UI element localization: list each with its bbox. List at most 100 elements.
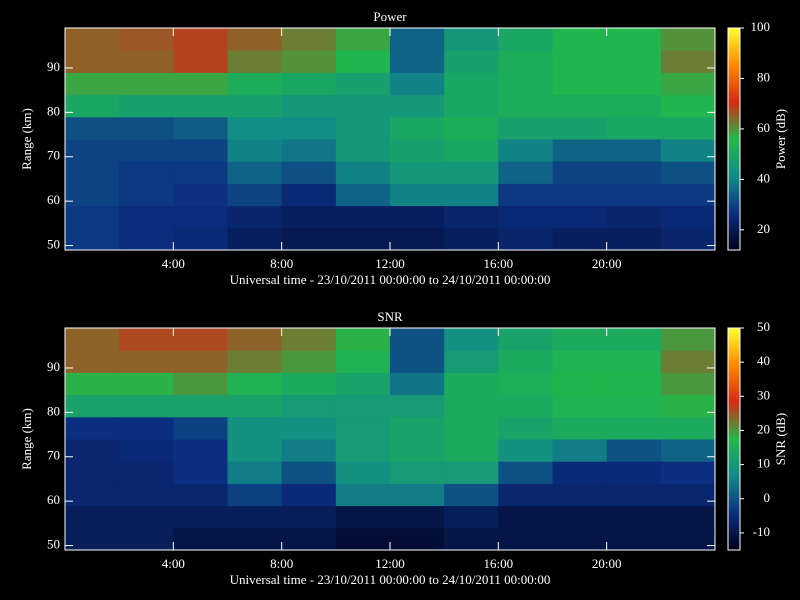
heatmap-cell [335, 139, 391, 162]
heatmap-cell [173, 328, 228, 351]
heatmap-cell [498, 116, 553, 140]
colorbar [727, 27, 741, 251]
heatmap-cell [173, 227, 228, 251]
heatmap-cell [552, 94, 608, 118]
heatmap-cell [173, 183, 228, 207]
heatmap-cell [606, 28, 662, 51]
heatmap-cell [281, 483, 337, 507]
heatmap-cell [335, 439, 391, 462]
heatmap-cell [498, 205, 553, 229]
x-tick-label: 12:00 [375, 556, 405, 571]
heatmap-cell [390, 227, 445, 251]
heatmap-cell [335, 161, 391, 184]
heatmap-cell [444, 350, 499, 373]
heatmap-cell [335, 505, 391, 529]
heatmap-cell [65, 139, 120, 162]
heatmap-cell [606, 439, 662, 462]
y-tick-label: 80 [47, 403, 60, 418]
heatmap-cell [173, 527, 228, 551]
heatmap-cell [606, 527, 662, 551]
heatmap-cell [606, 72, 662, 96]
heatmap-cell [119, 372, 174, 396]
colorbar-label: Power (dB) [773, 109, 788, 169]
heatmap-cell [606, 50, 662, 73]
heatmap-cell [335, 183, 391, 207]
y-tick-label: 60 [47, 192, 60, 207]
heatmap-cell [65, 483, 120, 507]
heatmap-cell [552, 50, 608, 73]
heatmap-cell [552, 394, 608, 418]
y-tick-label: 70 [47, 448, 60, 463]
heatmap-cell [606, 372, 662, 396]
heatmap-cell [65, 205, 120, 229]
heatmap-cell [119, 183, 174, 207]
heatmap-cell [498, 439, 553, 462]
heatmap-cell [335, 483, 391, 507]
heatmap-cell [227, 72, 283, 96]
heatmap-cell [227, 394, 283, 418]
heatmap-cell [660, 394, 716, 418]
heatmap-cell [173, 439, 228, 462]
heatmap-cell [552, 372, 608, 396]
heatmap-cell [173, 350, 228, 373]
heatmap-cell [552, 527, 608, 551]
heatmap-panel: 50 60 70 80 90 4:00 8:00 12:00 16:00 20:00 Power Un… [19, 9, 788, 287]
y-tick-label: 90 [47, 359, 60, 374]
heatmap-cell [498, 483, 553, 507]
heatmap-cell [65, 183, 120, 207]
heatmap-cell [552, 205, 608, 229]
heatmap-cell [444, 328, 499, 351]
heatmap-cell [173, 372, 228, 396]
heatmap-cell [498, 527, 553, 551]
heatmap-cell [65, 161, 120, 184]
heatmap-cell [606, 416, 662, 440]
heatmap-cell [444, 483, 499, 507]
heatmap-cell [606, 505, 662, 529]
heatmap-cell [660, 505, 716, 529]
heatmap-cell [498, 416, 553, 440]
colorbar-label: SNR (dB) [773, 413, 788, 465]
heatmap-cell [227, 94, 283, 118]
heatmap-cell [281, 94, 337, 118]
heatmap-cell [227, 28, 283, 51]
heatmap-cell [335, 72, 391, 96]
heatmap-cell [335, 416, 391, 440]
x-tick-label: 12:00 [375, 256, 405, 271]
colorbar-tick-label: 30 [757, 387, 770, 402]
heatmap-cell [173, 205, 228, 229]
heatmap-cell [65, 372, 120, 396]
heatmap-cell [173, 394, 228, 418]
heatmap-cell [660, 161, 716, 184]
heatmap-cell [660, 372, 716, 396]
heatmap-cell [444, 94, 499, 118]
heatmap-cell [660, 527, 716, 551]
heatmap-cell [227, 205, 283, 229]
heatmap-cell [660, 483, 716, 507]
heatmap-cell [660, 439, 716, 462]
heatmap-cell [660, 205, 716, 229]
heatmap-cell [660, 139, 716, 162]
heatmap-cell [227, 328, 283, 351]
heatmap-cell [444, 372, 499, 396]
heatmap-cell [65, 50, 120, 73]
heatmap-cell [606, 139, 662, 162]
heatmap-cell [173, 461, 228, 484]
heatmap-cell [444, 50, 499, 73]
heatmap-cell [660, 183, 716, 207]
heatmap-cell [335, 394, 391, 418]
heatmap-cell [390, 394, 445, 418]
heatmap-cell [119, 527, 174, 551]
heatmap-cell [660, 50, 716, 73]
heatmap-cell [227, 527, 283, 551]
heatmap-cell [498, 350, 553, 373]
heatmap-cell [119, 116, 174, 140]
y-axis-label: Range (km) [19, 108, 34, 170]
heatmap-cell [498, 50, 553, 73]
heatmap-cell [335, 205, 391, 229]
heatmap-cell [444, 394, 499, 418]
heatmap-cell [281, 72, 337, 96]
heatmap-cell [119, 483, 174, 507]
colorbar-tick-label: -10 [753, 524, 770, 539]
y-tick-label: 60 [47, 492, 60, 507]
x-tick-label: 8:00 [270, 256, 293, 271]
